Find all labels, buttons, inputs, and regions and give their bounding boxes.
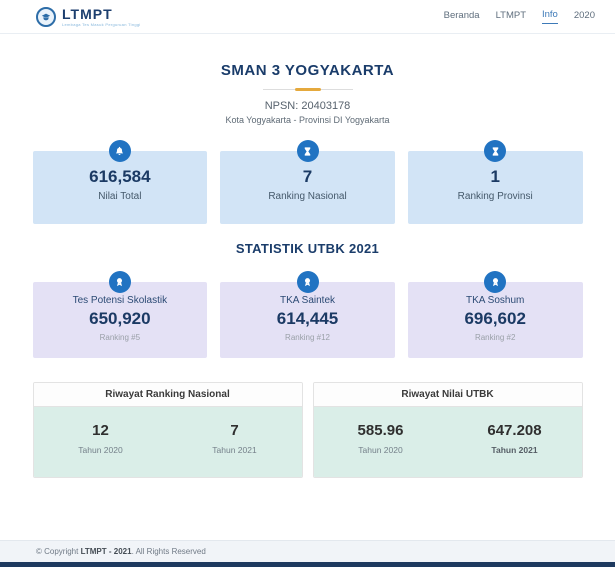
nilai-2020-label: Tahun 2020 xyxy=(358,445,403,455)
title-divider xyxy=(262,88,353,91)
ranking-2021-value: 7 xyxy=(230,422,239,439)
ranking-provinsi-label: Ranking Provinsi xyxy=(457,191,533,202)
nilai-2020-value: 585.96 xyxy=(357,422,404,439)
tka-soshum-ranking: Ranking #2 xyxy=(474,333,516,342)
tka-saintek-title: TKA Saintek xyxy=(279,295,336,306)
ltmpt-logo[interactable]: LTMPT Lembaga Tes Masuk Perguruan Tinggi xyxy=(36,5,141,27)
nilai-2021-label: Tahun 2021 xyxy=(491,445,538,455)
tka-soshum-value: 696,602 xyxy=(464,309,526,328)
card-riwayat-ranking: Riwayat Ranking Nasional 12 Tahun 2020 7… xyxy=(32,382,303,478)
copyright-prefix: © Copyright xyxy=(36,547,81,556)
school-header: SMAN 3 YOGYAKARTA NPSN: 20403178 Kota Yo… xyxy=(33,62,583,125)
nav-beranda[interactable]: Beranda xyxy=(443,9,480,21)
summary-cards-row: 616,584 Nilai Total 7 Ranking Nasional 1… xyxy=(32,140,583,224)
tka-soshum-title: TKA Soshum xyxy=(466,295,525,306)
nilai-2021-value: 647.208 xyxy=(487,422,542,439)
ranking-provinsi-value: 1 xyxy=(490,167,500,186)
copyright-text: © Copyright LTMPT - 2021. All Rights Res… xyxy=(0,540,615,562)
card-riwayat-nilai: Riwayat Nilai UTBK 585.96 Tahun 2020 647… xyxy=(312,382,583,478)
award-icon xyxy=(484,140,507,162)
header: LTMPT Lembaga Tes Masuk Perguruan Tinggi… xyxy=(0,0,615,34)
main-nav: Beranda LTMPT Info 2020 xyxy=(444,9,595,24)
main-content: SMAN 3 YOGYAKARTA NPSN: 20403178 Kota Yo… xyxy=(32,62,583,478)
ranking-2021-label: Tahun 2021 xyxy=(212,445,257,455)
ranking-2020-label: Tahun 2020 xyxy=(78,445,123,455)
ranking-2020-value: 12 xyxy=(92,422,109,439)
card-tka-saintek: TKA Saintek 614,445 Ranking #12 xyxy=(220,271,395,358)
medal-icon xyxy=(296,271,319,293)
tps-title: Tes Potensi Skolastik xyxy=(72,295,168,306)
history-row: Riwayat Ranking Nasional 12 Tahun 2020 7… xyxy=(32,382,583,478)
nilai-total-label: Nilai Total xyxy=(98,191,142,202)
nilai-total-value: 616,584 xyxy=(89,167,151,186)
nav-2020[interactable]: 2020 xyxy=(573,9,595,21)
card-nilai-total: 616,584 Nilai Total xyxy=(32,140,208,224)
award-icon xyxy=(296,140,319,162)
nav-ltmpt[interactable]: LTMPT xyxy=(495,9,526,21)
nav-info[interactable]: Info xyxy=(542,9,558,24)
riwayat-ranking-2020: 12 Tahun 2020 xyxy=(34,407,168,477)
copyright-suffix: . All Rights Reserved xyxy=(131,547,206,556)
medal-icon xyxy=(108,271,131,293)
tka-saintek-ranking: Ranking #12 xyxy=(285,333,330,342)
footer: © Copyright LTMPT - 2021. All Rights Res… xyxy=(0,540,615,567)
riwayat-nilai-2020: 585.96 Tahun 2020 xyxy=(314,407,448,477)
bell-icon xyxy=(108,140,131,162)
school-npsn: NPSN: 20403178 xyxy=(264,100,351,112)
card-tka-soshum: TKA Soshum 696,602 Ranking #2 xyxy=(407,271,583,358)
tps-value: 650,920 xyxy=(89,309,151,328)
medal-icon xyxy=(484,271,507,293)
card-ranking-nasional: 7 Ranking Nasional xyxy=(220,140,395,224)
brand-tagline: Lembaga Tes Masuk Perguruan Tinggi xyxy=(62,21,141,27)
page-title: SMAN 3 YOGYAKARTA xyxy=(220,62,395,79)
riwayat-ranking-2021: 7 Tahun 2021 xyxy=(168,407,302,477)
riwayat-nilai-title: Riwayat Nilai UTBK xyxy=(313,383,582,407)
copyright-bold: LTMPT - 2021 xyxy=(80,547,132,556)
footer-bottom-bar xyxy=(0,562,615,567)
statistik-cards-row: Tes Potensi Skolastik 650,920 Ranking #5… xyxy=(32,271,583,358)
statistik-heading: STATISTIK UTBK 2021 xyxy=(235,241,380,256)
school-location: Kota Yogyakarta - Provinsi DI Yogyakarta xyxy=(225,115,390,125)
tps-ranking: Ranking #5 xyxy=(99,333,141,342)
ltmpt-logo-icon xyxy=(36,6,56,27)
card-tps: Tes Potensi Skolastik 650,920 Ranking #5 xyxy=(32,271,208,358)
ranking-nasional-value: 7 xyxy=(302,167,313,186)
tka-saintek-value: 614,445 xyxy=(276,309,339,328)
ranking-nasional-label: Ranking Nasional xyxy=(268,191,347,202)
card-ranking-provinsi: 1 Ranking Provinsi xyxy=(407,140,583,224)
brand-name: LTMPT xyxy=(62,5,113,22)
riwayat-nilai-2021: 647.208 Tahun 2021 xyxy=(448,407,582,477)
riwayat-ranking-title: Riwayat Ranking Nasional xyxy=(33,383,302,407)
